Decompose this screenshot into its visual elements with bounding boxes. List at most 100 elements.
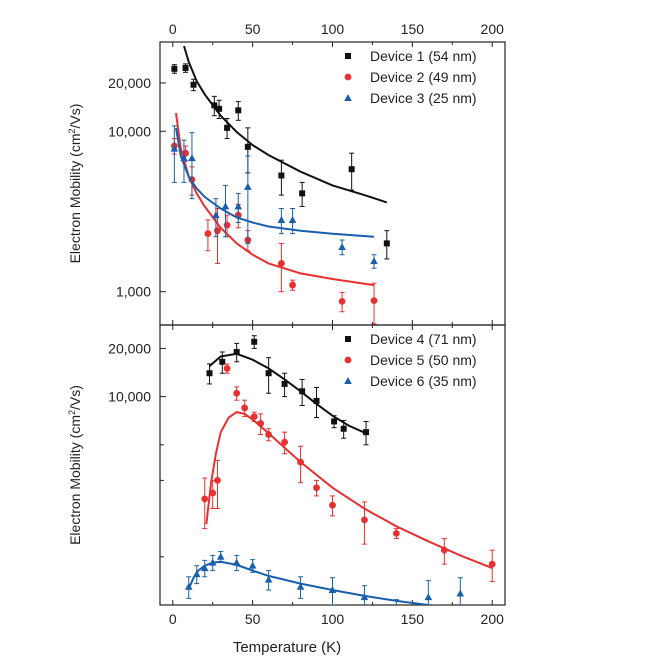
data-point <box>440 546 448 554</box>
data-point <box>204 230 212 238</box>
data-point <box>265 370 272 377</box>
data-point <box>188 154 196 162</box>
data-point <box>331 418 338 425</box>
legend-marker <box>345 336 351 342</box>
data-point <box>340 425 347 432</box>
data-point <box>456 589 465 597</box>
data-point <box>216 552 225 560</box>
data-point <box>395 603 398 605</box>
data-point <box>296 582 305 590</box>
x-tick-label: 50 <box>245 611 261 627</box>
data-point <box>184 582 193 590</box>
legend-marker <box>344 94 352 101</box>
data-point <box>338 297 346 305</box>
fit-line-2 <box>205 411 493 570</box>
data-point <box>170 144 179 152</box>
data-point <box>264 575 273 583</box>
panel-bottom: 0 50 100 150 200 10,000 20,000 Electron Mobilit… <box>67 324 506 627</box>
data-point <box>281 438 288 446</box>
y-axis-label-tail: /Vs) <box>67 104 83 129</box>
data-point <box>201 495 209 503</box>
data-point <box>278 172 285 179</box>
x-tick-label: 150 <box>401 21 425 37</box>
data-point <box>221 202 230 210</box>
data-point <box>244 182 252 190</box>
data-point <box>265 431 273 438</box>
data-point <box>235 107 242 114</box>
data-point <box>370 297 378 304</box>
data-point <box>277 215 286 223</box>
data-point <box>241 404 249 412</box>
data-point <box>360 593 369 601</box>
data-point <box>338 242 346 250</box>
data-point <box>212 211 220 219</box>
data-point <box>214 227 221 235</box>
legend-entry: Device 6 (35 nm) <box>370 373 477 389</box>
legend-marker <box>344 73 352 81</box>
data-point <box>206 370 213 377</box>
data-point <box>361 516 368 524</box>
x-tick-label: 50 <box>245 21 261 37</box>
fit-line-1 <box>183 45 388 204</box>
data-point <box>313 397 320 404</box>
x-tick-label: 200 <box>481 21 505 37</box>
y-tick-label: 10,000 <box>108 389 151 405</box>
data-point <box>208 558 217 566</box>
fit-line-3 <box>187 560 440 605</box>
legend-marker <box>345 53 351 59</box>
data-point <box>182 64 189 71</box>
data-point <box>244 143 251 150</box>
data-point <box>299 190 306 197</box>
y-tick-label: 20,000 <box>108 340 151 356</box>
data-point <box>313 484 320 492</box>
legend-marker <box>344 377 352 384</box>
data-point <box>424 593 433 601</box>
x-tick-label: 100 <box>321 611 345 627</box>
y-tick-label: 10,000 <box>108 123 151 139</box>
y-axis-label: Electron Mobility (cm2/Vs) <box>67 104 83 264</box>
y-tick-label: 20,000 <box>108 75 151 91</box>
data-point <box>233 389 241 397</box>
data-point <box>214 476 221 484</box>
y-axis-label-main: Electron Mobility (cm <box>67 133 83 263</box>
data-layer <box>184 335 496 605</box>
data-point <box>233 348 240 355</box>
x-tick-label: 0 <box>169 611 177 627</box>
data-point <box>363 429 370 436</box>
data-point <box>234 202 243 210</box>
y-axis-label: Electron Mobility (cm2/Vs) <box>67 385 83 545</box>
data-point <box>180 154 188 162</box>
data-point <box>192 570 201 578</box>
data-point <box>348 166 355 173</box>
data-point <box>190 81 197 88</box>
y-axis-label-sup: 2 <box>67 410 77 415</box>
panel-top: 0 50 100 150 200 1,000 10,000 20,000 Electron Mo… <box>67 21 506 326</box>
data-point <box>223 221 231 229</box>
legend-entry: Device 3 (25 nm) <box>370 90 477 106</box>
data-point <box>329 501 336 509</box>
legend-entry: Device 4 (71 nm) <box>370 331 477 347</box>
data-point <box>299 388 306 395</box>
data-point <box>488 560 496 568</box>
data-point <box>200 564 209 572</box>
data-point <box>219 358 226 365</box>
x-tick-label: 100 <box>321 21 345 37</box>
y-axis-label-main: Electron Mobility (cm <box>67 415 83 545</box>
data-layer <box>170 45 390 325</box>
fit-line-1 <box>208 352 367 435</box>
data-point <box>224 124 231 131</box>
data-point <box>257 420 265 427</box>
data-point <box>370 257 378 265</box>
data-point <box>281 380 288 387</box>
data-point <box>392 529 400 537</box>
data-point <box>289 281 296 289</box>
data-point <box>288 215 297 223</box>
data-point <box>223 365 231 372</box>
data-point <box>209 489 217 497</box>
data-point <box>211 102 218 109</box>
data-point <box>383 240 390 247</box>
data-point <box>171 65 178 72</box>
legend-entry: Device 5 (50 nm) <box>370 352 477 368</box>
x-tick-label: 150 <box>401 611 425 627</box>
